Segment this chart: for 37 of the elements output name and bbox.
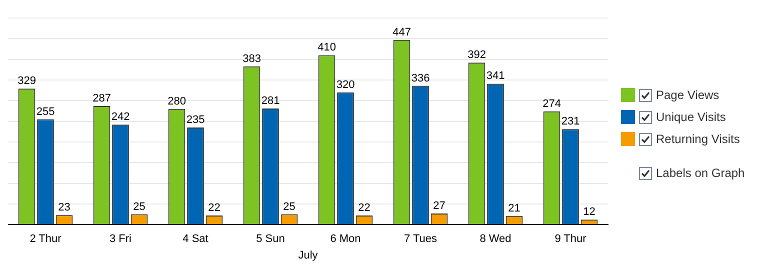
x-tick-label: 3 Fri <box>110 233 132 246</box>
data-label: 287 <box>92 92 111 105</box>
data-label: 12 <box>583 206 596 218</box>
data-label: 231 <box>561 116 580 128</box>
data-label: 392 <box>468 49 486 62</box>
text: Returning Visits <box>656 132 740 146</box>
x-tick-label: 5 Sun <box>256 233 285 246</box>
data-label: 336 <box>411 72 430 84</box>
x-tick-label: 9 Thur <box>554 233 587 246</box>
data-label: 255 <box>36 106 55 118</box>
data-label: 235 <box>186 114 205 126</box>
data-label: 23 <box>58 202 70 214</box>
data-label: 383 <box>242 52 261 65</box>
data-label: 274 <box>542 98 561 110</box>
data-label: 22 <box>208 202 220 214</box>
data-label: 281 <box>261 95 280 108</box>
data-label: 21 <box>508 202 520 214</box>
x-tick-label: 6 Mon <box>330 233 361 246</box>
data-label: 22 <box>358 202 370 214</box>
text: Labels on Graph <box>656 166 745 180</box>
text: Page Views <box>656 88 720 102</box>
text: Unique Visits <box>656 110 726 124</box>
data-label: 27 <box>433 200 446 212</box>
data-label: 280 <box>168 95 186 108</box>
data-label: 341 <box>486 70 505 82</box>
data-label: 242 <box>111 111 130 124</box>
data-label: 320 <box>336 78 355 91</box>
data-label: 25 <box>283 200 296 213</box>
data-label: 329 <box>18 75 36 88</box>
x-axis-title: July <box>298 249 318 262</box>
data-label: 25 <box>133 200 146 213</box>
data-label: 410 <box>318 42 336 54</box>
x-tick-label: 7 Tues <box>404 233 438 246</box>
x-tick-label: 2 Thur <box>30 233 62 246</box>
x-tick-label: 8 Wed <box>480 233 512 246</box>
x-tick-label: 4 Sat <box>182 233 208 246</box>
data-label: 447 <box>392 26 411 38</box>
